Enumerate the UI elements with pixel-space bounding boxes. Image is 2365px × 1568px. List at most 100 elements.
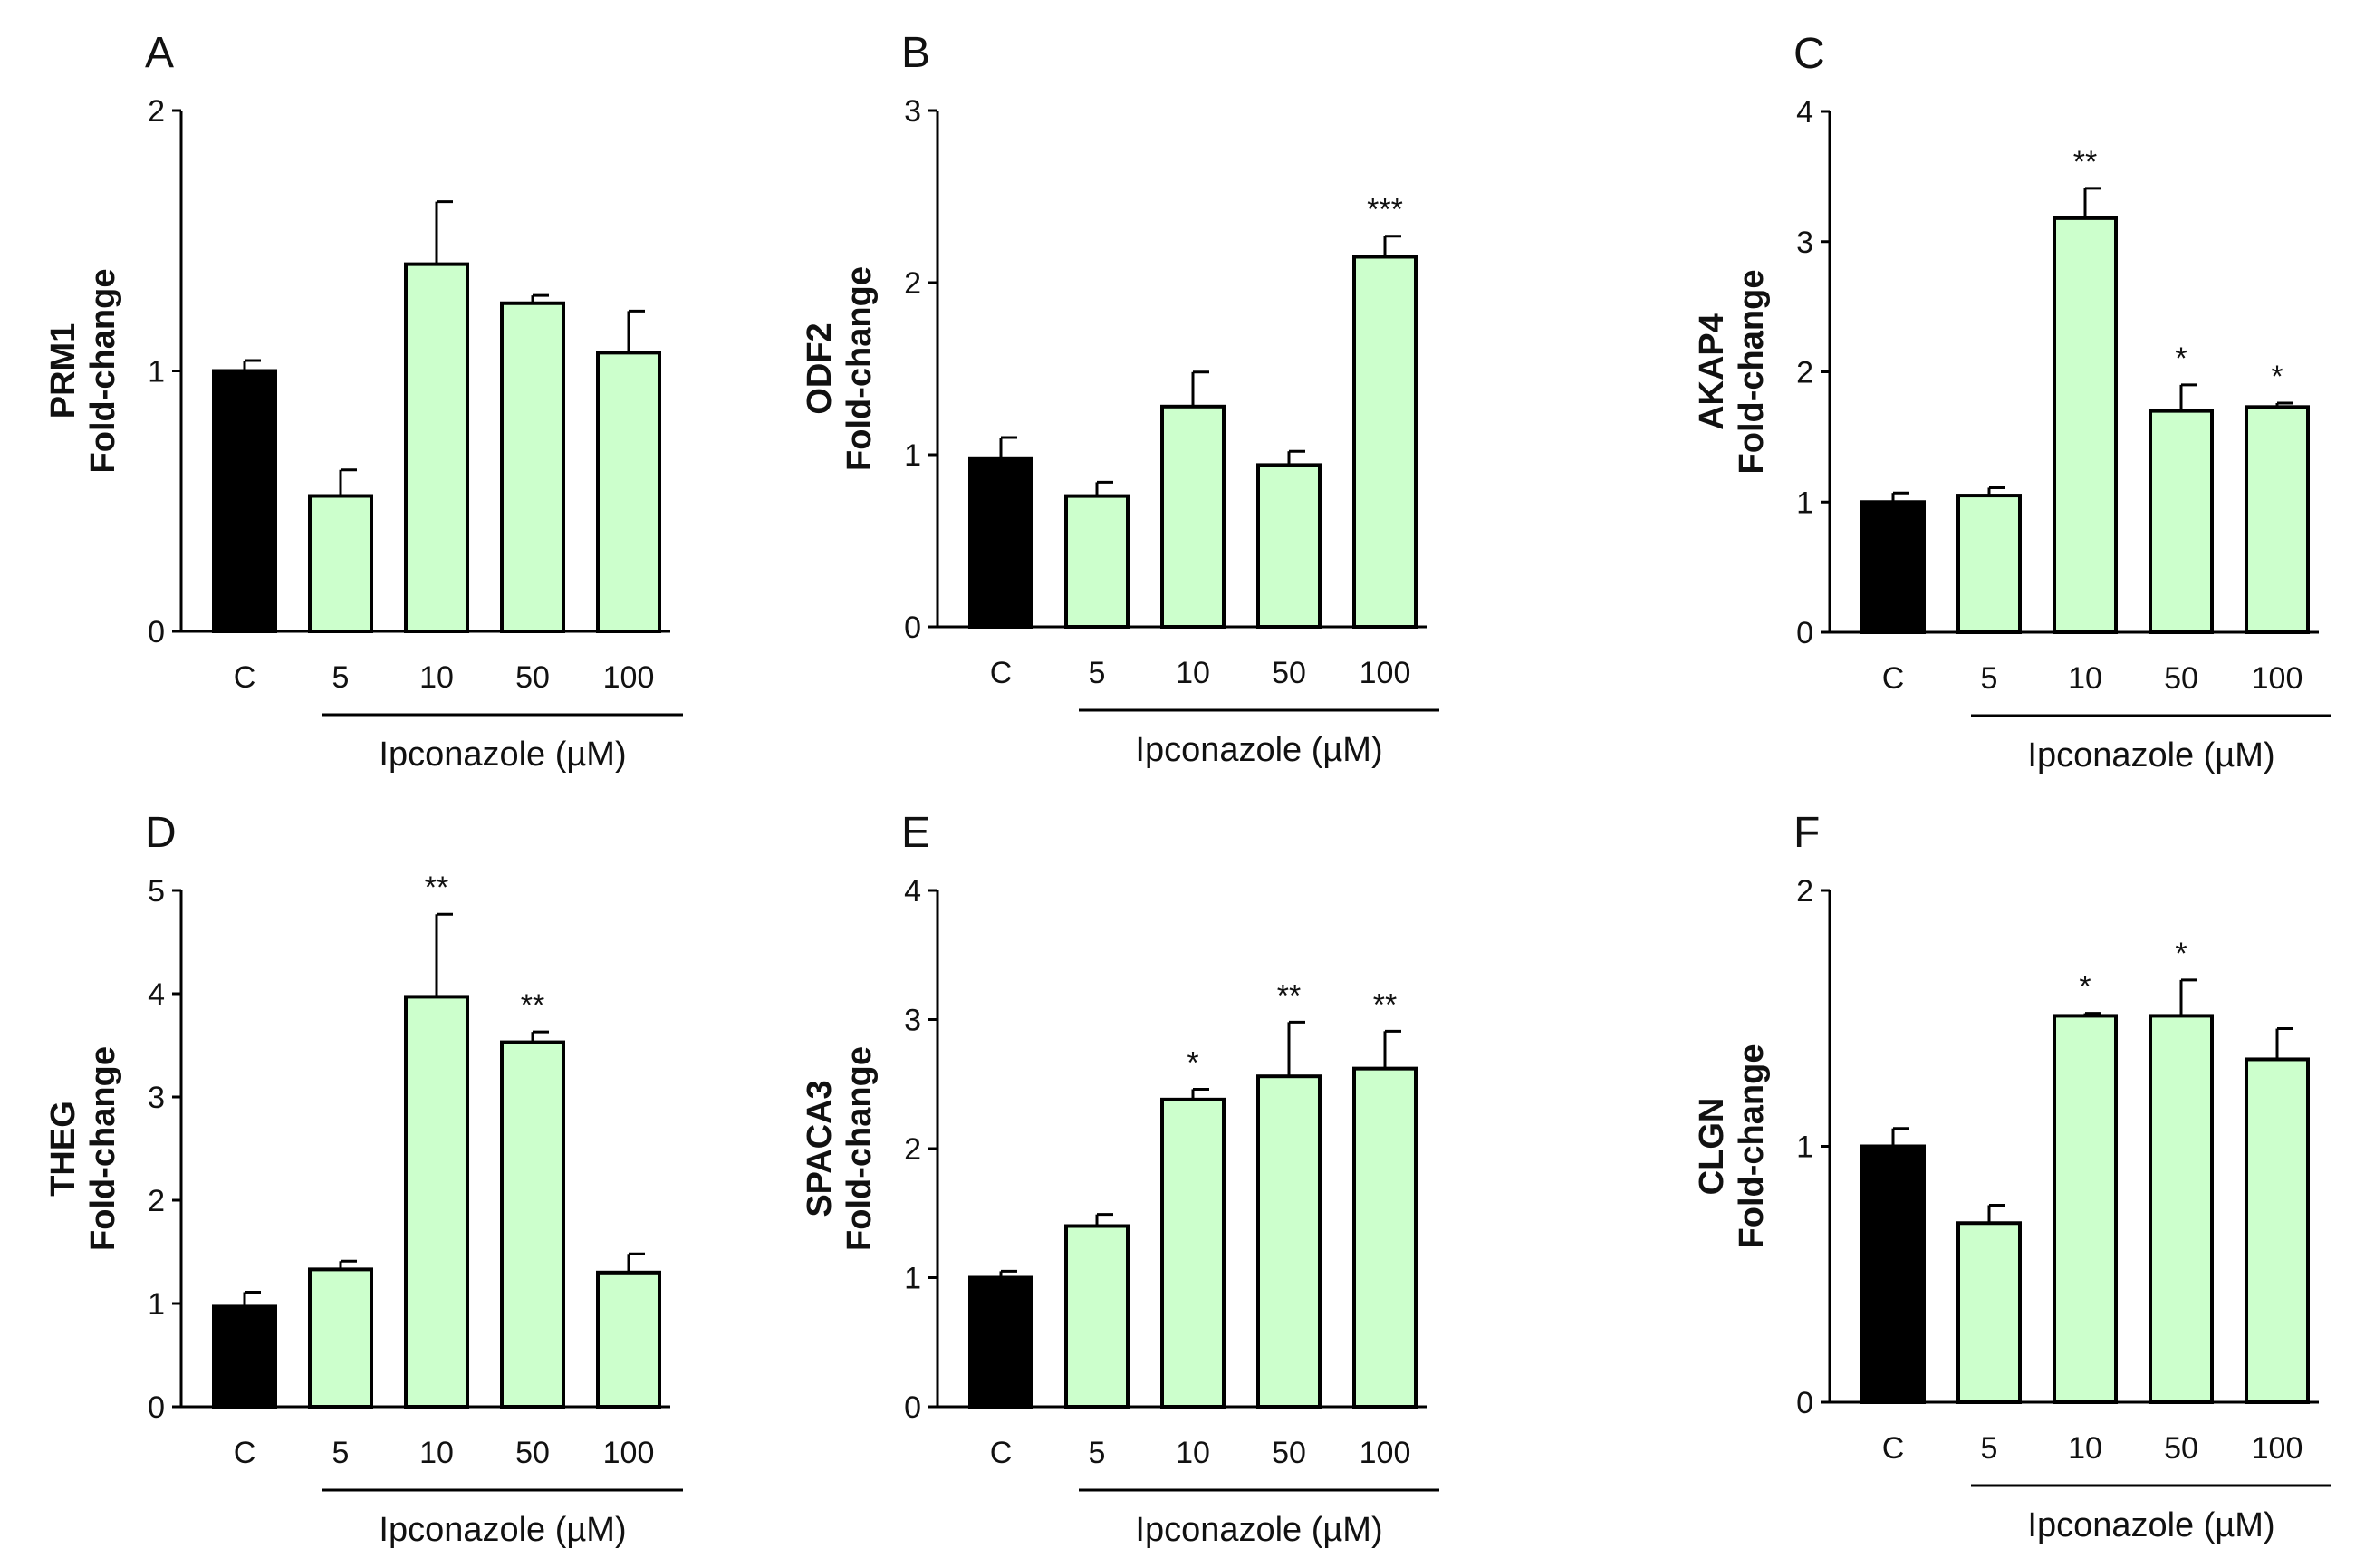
x-tick-label: 100 bbox=[1360, 656, 1411, 690]
panel-letter: C bbox=[1793, 30, 1825, 78]
x-tick-label: 100 bbox=[2252, 1431, 2303, 1466]
chart-panel-c: C 0 1 2 3 4 AKAP4 Fold-change C 5 ** 10 * 50 * 100 Ipcon… bbox=[1693, 30, 2331, 774]
bar-10 bbox=[1160, 1097, 1226, 1409]
y-tick-label: 4 bbox=[904, 874, 921, 909]
bar-50 bbox=[500, 1040, 565, 1409]
bar-10 bbox=[2053, 216, 2118, 634]
y-tick-label: 1 bbox=[1796, 486, 1813, 520]
y-tick-label: 2 bbox=[148, 94, 165, 129]
bar-50 bbox=[500, 301, 565, 633]
panel-letter: F bbox=[1793, 809, 1820, 857]
x-tick-label: 100 bbox=[2252, 661, 2303, 696]
bar-5 bbox=[1064, 1224, 1130, 1409]
x-tick-label: 50 bbox=[2164, 661, 2198, 696]
y-unit-label: Fold-change bbox=[1733, 1044, 1771, 1249]
gene-name: THEG bbox=[44, 1101, 82, 1197]
bar-100 bbox=[2245, 405, 2310, 634]
x-tick-label: C bbox=[234, 1436, 256, 1470]
y-tick-label: 0 bbox=[1796, 1386, 1813, 1420]
bar-50 bbox=[2149, 1014, 2214, 1405]
bar-5 bbox=[1956, 494, 2022, 634]
gene-name: PRM1 bbox=[44, 323, 82, 419]
x-tick-label: C bbox=[990, 1436, 1013, 1470]
y-tick-label: 2 bbox=[148, 1184, 165, 1218]
y-tick-label: 0 bbox=[1796, 616, 1813, 650]
bar-50 bbox=[1256, 463, 1322, 630]
panel-letter: E bbox=[901, 809, 930, 857]
x-tick-label: C bbox=[990, 656, 1013, 690]
y-tick-label: 1 bbox=[904, 1262, 921, 1296]
y-tick-label: 0 bbox=[904, 611, 921, 645]
bar-100 bbox=[596, 1270, 661, 1409]
y-tick-label: 2 bbox=[904, 1132, 921, 1167]
gene-name: ODF2 bbox=[801, 322, 839, 414]
y-axis-label: PRM1 Fold-change bbox=[44, 269, 122, 474]
x-axis-label: Ipconazole (µM) bbox=[379, 736, 626, 774]
y-tick-label: 5 bbox=[148, 874, 165, 909]
y-unit-label: Fold-change bbox=[84, 269, 122, 474]
x-axis-label: Ipconazole (µM) bbox=[2027, 736, 2274, 774]
significance-marker: ** bbox=[1277, 978, 1301, 1013]
x-axis-label: Ipconazole (µM) bbox=[379, 1511, 626, 1549]
x-tick-label: 10 bbox=[1176, 1436, 1210, 1470]
y-axis-label: CLGN Fold-change bbox=[1693, 1044, 1771, 1249]
significance-marker: ** bbox=[1373, 987, 1397, 1022]
x-tick-label: 5 bbox=[332, 660, 350, 695]
y-unit-label: Fold-change bbox=[841, 266, 879, 471]
x-tick-label: C bbox=[234, 660, 256, 695]
chart-panel-b: B 0 1 2 3 ODF2 Fold-change C 5 10 50 *** 100 Ipconazo… bbox=[801, 29, 1439, 769]
y-tick-label: 0 bbox=[904, 1390, 921, 1425]
x-tick-label: 50 bbox=[1272, 656, 1306, 690]
x-axis-label: Ipconazole (µM) bbox=[1135, 1511, 1382, 1549]
x-tick-label: 5 bbox=[1981, 1431, 1998, 1466]
y-tick-label: 4 bbox=[1796, 95, 1813, 130]
bar-10 bbox=[1160, 404, 1226, 629]
y-tick-label: 0 bbox=[148, 615, 165, 649]
bar-50 bbox=[1256, 1074, 1322, 1409]
y-tick-label: 2 bbox=[1796, 356, 1813, 390]
x-tick-label: 50 bbox=[515, 660, 550, 695]
bar-C bbox=[212, 369, 277, 633]
x-axis-label: Ipconazole (µM) bbox=[1135, 731, 1382, 769]
x-tick-label: C bbox=[1882, 1431, 1905, 1466]
x-tick-label: 50 bbox=[2164, 1431, 2198, 1466]
x-tick-label: 100 bbox=[1360, 1436, 1411, 1470]
bar-10 bbox=[404, 262, 469, 633]
x-tick-label: 10 bbox=[1176, 656, 1210, 690]
bar-100 bbox=[596, 351, 661, 633]
bar-C bbox=[968, 456, 1033, 629]
bar-5 bbox=[308, 1267, 373, 1409]
x-tick-label: 10 bbox=[2068, 1431, 2102, 1466]
x-tick-label: 5 bbox=[1089, 1436, 1106, 1470]
y-axis-label: THEG Fold-change bbox=[44, 1046, 122, 1251]
x-axis-label: Ipconazole (µM) bbox=[2027, 1506, 2274, 1544]
panel-letter: A bbox=[145, 29, 174, 77]
x-tick-label: 10 bbox=[419, 660, 454, 695]
bar-50 bbox=[2149, 409, 2214, 634]
y-tick-label: 2 bbox=[1796, 874, 1813, 909]
bar-C bbox=[1860, 500, 1926, 634]
x-tick-label: 10 bbox=[419, 1436, 454, 1470]
y-tick-label: 2 bbox=[904, 266, 921, 301]
bar-10 bbox=[2053, 1014, 2118, 1405]
significance-marker: * bbox=[2271, 360, 2283, 394]
chart-panel-a: A 0 1 2 PRM1 Fold-change C 5 10 50 100 Ipconazole (… bbox=[44, 29, 683, 774]
y-unit-label: Fold-change bbox=[84, 1046, 122, 1251]
panel-letter: D bbox=[145, 809, 177, 857]
x-tick-label: 100 bbox=[603, 1436, 655, 1470]
chart-panel-d: D 0 1 2 3 4 5 THEG Fold-change C 5 ** 10 ** 50 100 Ipcon… bbox=[44, 809, 683, 1549]
y-tick-label: 1 bbox=[148, 1287, 165, 1322]
bar-5 bbox=[308, 494, 373, 633]
y-tick-label: 1 bbox=[904, 438, 921, 473]
significance-marker: ** bbox=[425, 871, 448, 905]
bar-C bbox=[968, 1275, 1033, 1409]
x-tick-label: 50 bbox=[1272, 1436, 1306, 1470]
chart-panel-e: E 0 1 2 3 4 SPACA3 Fold-change C 5 * 10 ** 50 ** 100 Ipc… bbox=[801, 809, 1439, 1549]
y-tick-label: 3 bbox=[904, 94, 921, 129]
y-tick-label: 3 bbox=[148, 1081, 165, 1115]
bar-100 bbox=[1352, 255, 1418, 629]
y-tick-label: 0 bbox=[148, 1390, 165, 1425]
chart-panel-f: F 0 1 2 CLGN Fold-change C 5 * 10 * 50 100 Ipconazole… bbox=[1693, 809, 2331, 1544]
y-unit-label: Fold-change bbox=[1733, 270, 1771, 475]
